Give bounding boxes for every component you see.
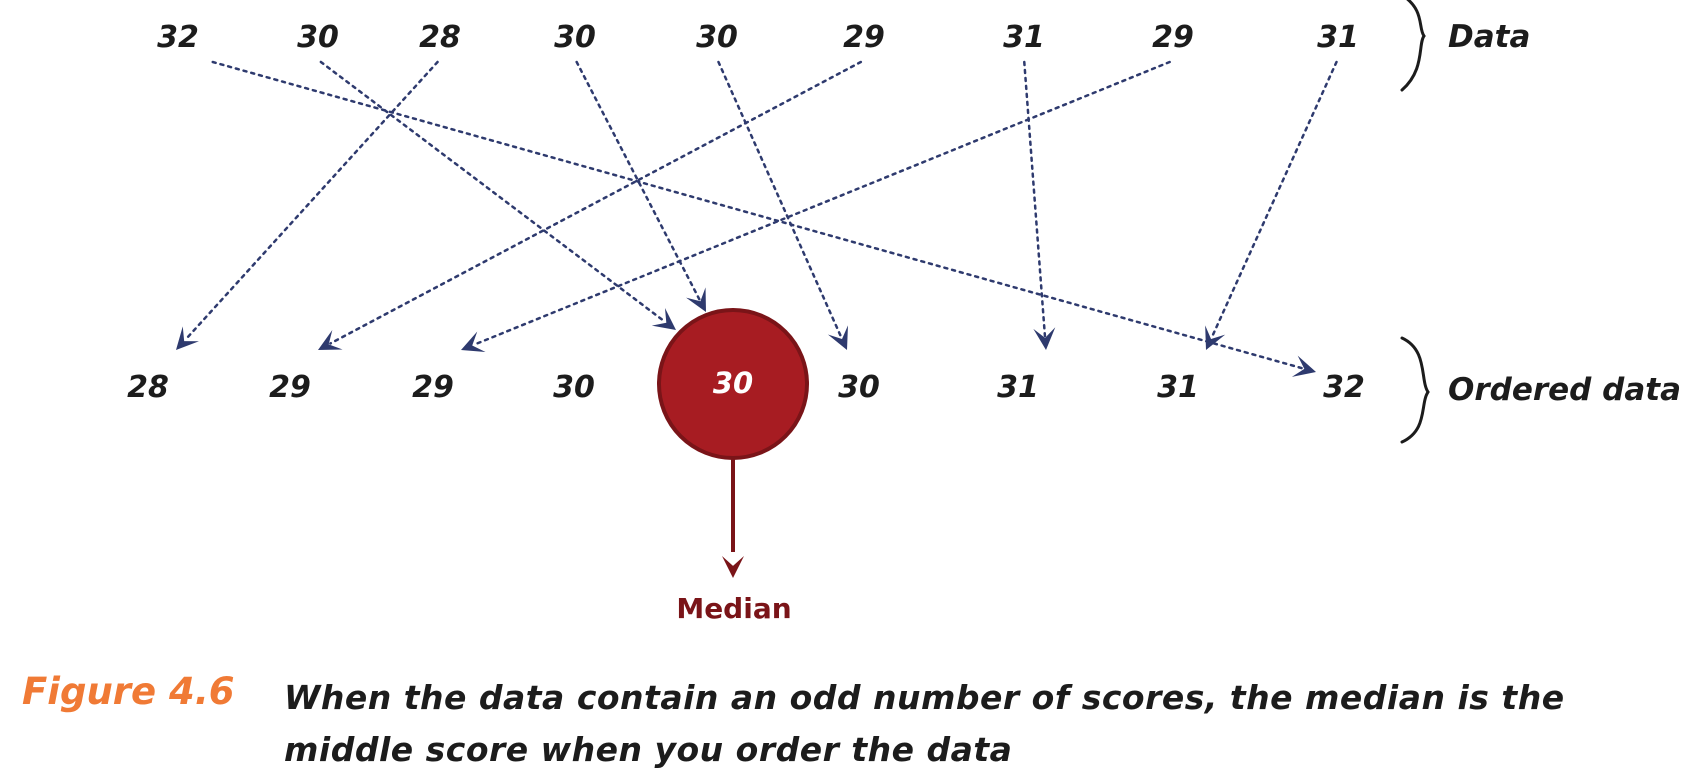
sort-arrow-icon xyxy=(1205,325,1226,350)
ordered-value: 29 xyxy=(269,370,311,405)
median-diagram: 32 30 28 30 30 29 31 29 31 28 29 29 30 30 30 31 31 32 Da… xyxy=(127,0,1681,625)
sort-arrow-icon xyxy=(686,287,706,312)
data-value: 31 xyxy=(1317,20,1359,55)
ordered-value: 29 xyxy=(412,370,454,405)
ordered-row-label: Ordered data xyxy=(1448,372,1681,408)
sort-arrow-line xyxy=(472,60,1171,347)
ordered-value: 31 xyxy=(997,370,1039,405)
sorting-arrows xyxy=(176,60,1338,377)
sort-arrow-line xyxy=(1210,60,1338,339)
data-brace-icon xyxy=(1400,0,1426,92)
median-arrow-icon xyxy=(722,556,744,578)
caption-text: When the data contain an odd number of s… xyxy=(284,678,1565,769)
data-row-label: Data xyxy=(1448,19,1530,55)
median-circle xyxy=(657,308,809,460)
sort-arrow-line xyxy=(717,60,843,339)
sort-arrow-line xyxy=(319,60,667,323)
sort-arrow-line xyxy=(575,60,701,301)
ordered-value: 30 xyxy=(838,370,880,405)
sort-arrow-icon xyxy=(1291,355,1316,377)
median-value: 30 xyxy=(713,366,753,400)
data-value: 30 xyxy=(554,20,596,55)
data-value: 32 xyxy=(157,20,199,55)
figure-number: Figure 4.6 xyxy=(22,670,235,713)
sort-arrow-icon xyxy=(176,326,199,350)
median-highlight xyxy=(657,308,809,578)
sort-arrow-icon xyxy=(318,330,343,350)
ordered-value: 28 xyxy=(127,370,169,405)
sort-arrow-line xyxy=(1023,60,1047,338)
data-value: 31 xyxy=(1003,20,1045,55)
data-value: 30 xyxy=(297,20,339,55)
sort-arrow-icon xyxy=(461,331,486,352)
sort-arrow-icon xyxy=(827,325,848,350)
sort-arrow-line xyxy=(184,60,439,341)
data-value: 29 xyxy=(843,20,885,55)
ordered-value: 30 xyxy=(553,370,595,405)
data-row: 32 30 28 30 30 29 31 29 31 xyxy=(157,20,1359,55)
ordered-brace-icon xyxy=(1400,336,1430,444)
data-value: 29 xyxy=(1152,20,1194,55)
data-value: 30 xyxy=(696,20,738,55)
sort-arrow-line xyxy=(211,60,1304,370)
sort-arrow-line xyxy=(329,60,863,345)
ordered-row: 28 29 29 30 30 30 31 31 32 xyxy=(127,366,1365,405)
sort-arrow-icon xyxy=(1033,327,1056,350)
ordered-value: 31 xyxy=(1157,370,1199,405)
median-label: Median xyxy=(676,592,791,625)
data-value: 28 xyxy=(419,20,461,55)
ordered-value: 32 xyxy=(1323,370,1365,405)
sort-arrow-icon xyxy=(651,308,676,330)
